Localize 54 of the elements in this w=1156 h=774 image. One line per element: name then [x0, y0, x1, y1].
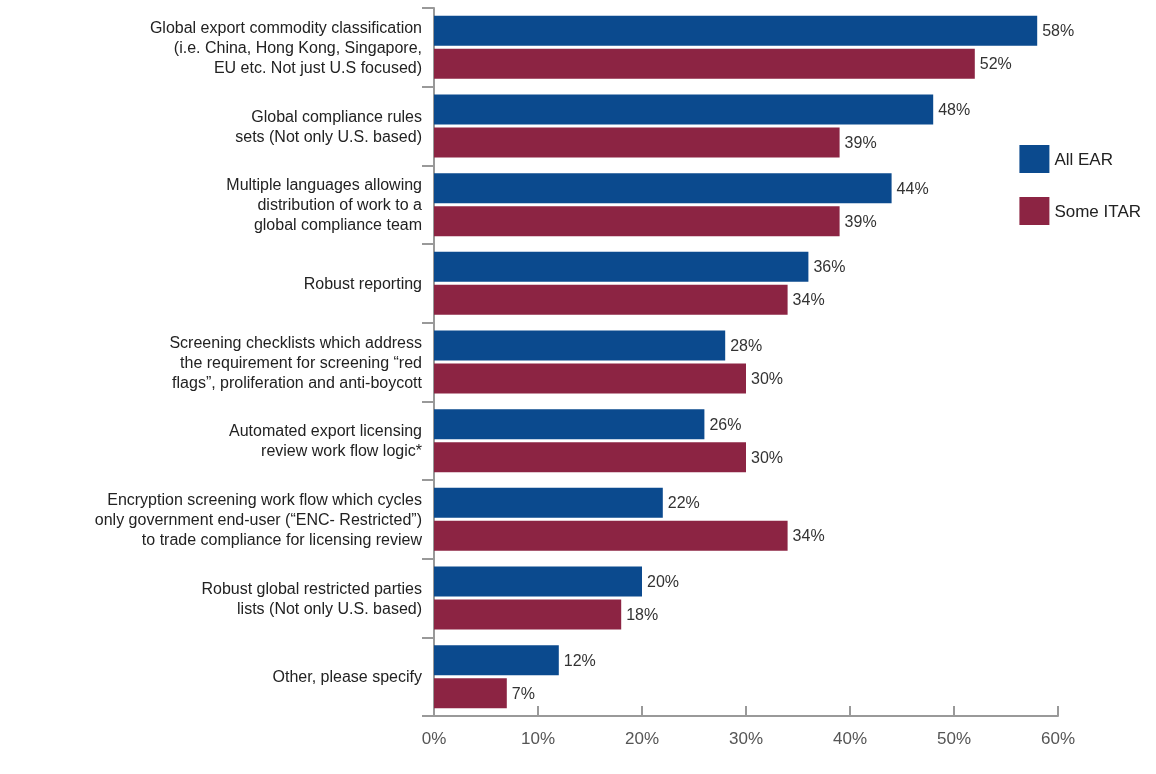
bar [434, 251, 809, 282]
x-tick-label: 30% [728, 729, 764, 748]
data-label: 12% [563, 651, 596, 669]
y-tick-label: Other, please specify [272, 668, 422, 686]
data-label: 44% [896, 179, 929, 197]
bar [434, 284, 788, 315]
bar [434, 127, 840, 158]
bar [434, 206, 840, 237]
data-label: 20% [647, 573, 680, 591]
legend-label: Some ITAR [1054, 201, 1141, 221]
y-tick-label: Global compliance rules sets (Not only U.S. based) [235, 107, 422, 145]
data-label: 30% [751, 448, 784, 466]
bar [434, 363, 746, 394]
data-label: 30% [751, 369, 784, 387]
bar [434, 487, 663, 518]
bar [434, 409, 705, 440]
y-tick-label: Encryption screening work flow which cycles only government end-user (“ENC- Restricted”) to trade compliance for licensing review [94, 490, 423, 548]
data-label: 28% [730, 337, 763, 355]
data-label: 36% [813, 258, 846, 276]
bar [434, 678, 507, 709]
x-tick-label: 40% [832, 729, 868, 748]
bar [434, 173, 892, 204]
bar [434, 566, 642, 597]
bar [434, 48, 975, 79]
data-label: 22% [667, 494, 700, 512]
data-label: 34% [792, 291, 825, 309]
data-label: 26% [709, 415, 742, 433]
data-label: 34% [792, 527, 825, 545]
bar [434, 599, 622, 630]
x-tick-label: 0% [421, 729, 447, 748]
x-tick-label: 50% [936, 729, 972, 748]
x-tick-label: 60% [1040, 729, 1076, 748]
x-tick-label: 20% [624, 729, 660, 748]
y-tick-label: Automated export licensing review work flow logic* [229, 422, 422, 460]
legend-label: All EAR [1054, 149, 1113, 169]
data-label: 52% [979, 55, 1012, 73]
data-label: 39% [844, 212, 877, 230]
y-tick-label: Robust global restricted parties lists (Not only U.S. based) [201, 579, 422, 617]
bar [434, 330, 726, 361]
data-label: 58% [1042, 22, 1075, 40]
y-tick-label: Screening checklists which address the requirement for screening “red flags”, proliferation and anti-boycott [169, 333, 423, 391]
data-label: 39% [844, 133, 877, 151]
bar [434, 442, 746, 473]
data-label: 18% [626, 605, 659, 623]
y-tick-label: Multiple languages allowing distribution of work to a global compliance team [226, 176, 423, 234]
data-label: 48% [938, 101, 971, 119]
y-tick-label: Robust reporting [303, 274, 422, 292]
bar [434, 645, 559, 676]
x-tick-label: 10% [520, 729, 556, 748]
bar [434, 520, 788, 551]
data-label: 7% [511, 684, 535, 702]
bar [434, 94, 934, 125]
bar [434, 15, 1038, 46]
y-tick-label: Global export commodity classification (i.e. China, Hong Kong, Singapore, EU etc. Not just U.S focused) [149, 18, 422, 76]
